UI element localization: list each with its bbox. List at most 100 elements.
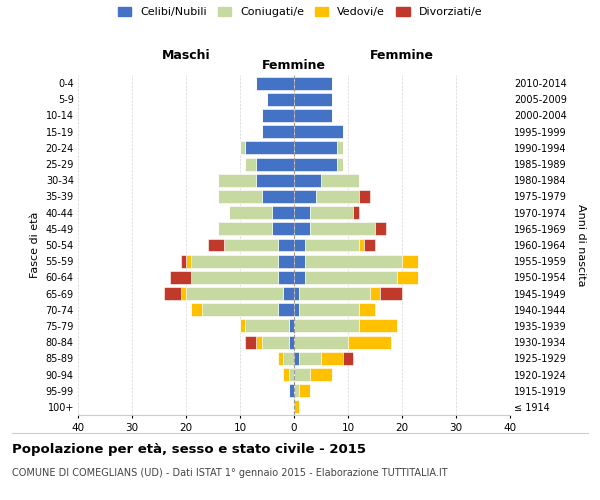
Bar — [278, 254, 294, 268]
Bar — [310, 206, 353, 219]
Bar — [348, 336, 391, 348]
Bar — [208, 238, 224, 252]
Bar — [294, 400, 299, 413]
Bar — [186, 254, 191, 268]
Bar — [289, 336, 294, 348]
Text: COMUNE DI COMEGLIANS (UD) - Dati ISTAT 1° gennaio 2015 - Elaborazione TUTTITALIA: COMUNE DI COMEGLIANS (UD) - Dati ISTAT 1… — [12, 468, 448, 478]
Bar — [278, 271, 294, 284]
Bar — [278, 304, 294, 316]
Bar — [262, 190, 294, 203]
Bar — [294, 76, 332, 90]
Bar — [359, 304, 375, 316]
Bar — [278, 352, 283, 365]
Bar — [294, 271, 305, 284]
Bar — [337, 142, 343, 154]
Bar — [294, 174, 321, 186]
Bar — [299, 352, 321, 365]
Bar — [229, 206, 272, 219]
Bar — [289, 368, 294, 381]
Bar — [240, 320, 245, 332]
Bar — [191, 254, 278, 268]
Bar — [256, 336, 262, 348]
Bar — [181, 287, 186, 300]
Bar — [294, 287, 299, 300]
Bar — [375, 222, 386, 235]
Bar — [305, 238, 359, 252]
Bar — [294, 304, 299, 316]
Legend: Celibi/Nubili, Coniugati/e, Vedovi/e, Divorziati/e: Celibi/Nubili, Coniugati/e, Vedovi/e, Di… — [113, 2, 487, 22]
Bar — [294, 125, 343, 138]
Bar — [294, 352, 299, 365]
Bar — [218, 222, 272, 235]
Bar — [245, 142, 294, 154]
Bar — [283, 368, 289, 381]
Bar — [256, 76, 294, 90]
Bar — [299, 304, 359, 316]
Bar — [191, 271, 278, 284]
Bar — [321, 352, 343, 365]
Bar — [267, 93, 294, 106]
Bar — [272, 206, 294, 219]
Bar — [294, 142, 337, 154]
Bar — [370, 287, 380, 300]
Bar — [299, 384, 310, 397]
Bar — [262, 109, 294, 122]
Bar — [191, 304, 202, 316]
Bar — [272, 222, 294, 235]
Bar — [305, 271, 397, 284]
Bar — [170, 271, 191, 284]
Bar — [289, 384, 294, 397]
Bar — [283, 287, 294, 300]
Bar — [289, 320, 294, 332]
Bar — [316, 190, 359, 203]
Bar — [294, 206, 310, 219]
Bar — [294, 238, 305, 252]
Bar — [283, 352, 294, 365]
Bar — [294, 254, 305, 268]
Bar — [337, 158, 343, 170]
Text: Popolazione per età, sesso e stato civile - 2015: Popolazione per età, sesso e stato civil… — [12, 442, 366, 456]
Bar — [359, 190, 370, 203]
Bar — [164, 287, 181, 300]
Bar — [181, 254, 186, 268]
Bar — [397, 271, 418, 284]
Bar — [343, 352, 353, 365]
Text: Femmine: Femmine — [262, 58, 326, 71]
Bar — [310, 222, 375, 235]
Bar — [294, 368, 310, 381]
Bar — [202, 304, 278, 316]
Bar — [305, 254, 402, 268]
Bar — [380, 287, 402, 300]
Bar — [262, 125, 294, 138]
Bar — [218, 174, 256, 186]
Y-axis label: Fasce di età: Fasce di età — [30, 212, 40, 278]
Bar — [353, 206, 359, 219]
Bar — [364, 238, 375, 252]
Bar — [245, 320, 289, 332]
Bar — [321, 174, 359, 186]
Bar — [359, 238, 364, 252]
Bar — [359, 320, 397, 332]
Bar — [245, 158, 256, 170]
Bar — [186, 287, 283, 300]
Text: Femmine: Femmine — [370, 49, 434, 62]
Bar — [294, 93, 332, 106]
Bar — [310, 368, 332, 381]
Bar — [224, 238, 278, 252]
Bar — [294, 384, 299, 397]
Y-axis label: Anni di nascita: Anni di nascita — [577, 204, 586, 286]
Bar — [294, 158, 337, 170]
Bar — [218, 190, 262, 203]
Bar — [294, 109, 332, 122]
Bar — [294, 320, 359, 332]
Bar — [294, 222, 310, 235]
Bar — [278, 238, 294, 252]
Bar — [240, 142, 245, 154]
Bar — [256, 174, 294, 186]
Bar — [294, 190, 316, 203]
Bar — [294, 336, 348, 348]
Text: Maschi: Maschi — [161, 49, 211, 62]
Bar — [299, 287, 370, 300]
Bar — [256, 158, 294, 170]
Bar — [245, 336, 256, 348]
